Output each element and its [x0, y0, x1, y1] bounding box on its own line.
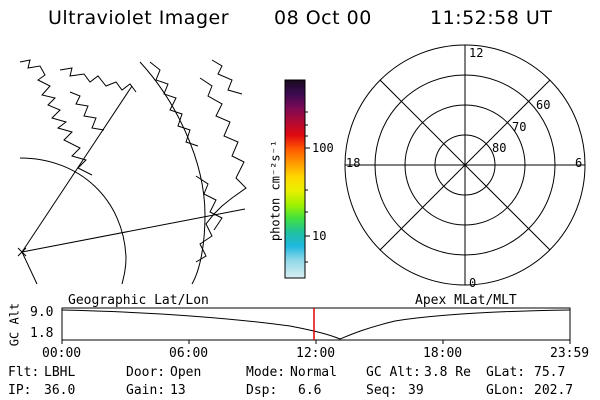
- coastline-east-coast: [211, 59, 243, 95]
- geographic-label: Geographic Lat/Lon: [68, 293, 209, 308]
- colorbar-gradient: [284, 79, 306, 279]
- timeline-ytick-bottom: 1.8: [30, 326, 54, 341]
- status-gain-value: 13: [170, 383, 186, 398]
- status-mode-value: Normal: [290, 365, 337, 380]
- status-glon-key: GLon:: [486, 383, 526, 398]
- colorbar-tick-10: 10: [312, 229, 327, 243]
- status-glat-value: 75.7: [534, 365, 566, 380]
- altitude-curve: [61, 309, 571, 340]
- earth-limb: [139, 61, 206, 285]
- mlat-label-80: 80: [492, 141, 507, 155]
- timeline-xtick-0600: 06:00: [169, 346, 209, 361]
- coastline-east: [195, 77, 247, 263]
- status-glat-key: GLat:: [486, 365, 526, 380]
- status-dsp-value: 6.6: [298, 383, 322, 398]
- mlt-label-18: 18: [346, 156, 361, 170]
- status-door-value: Open: [170, 365, 202, 380]
- status-glon-value: 202.7: [534, 383, 574, 398]
- status-seq-key: Seq:: [366, 383, 398, 398]
- status-mode-key: Mode:: [246, 365, 286, 380]
- image-date: 08 Oct 00: [274, 7, 372, 29]
- coastline-nw: [19, 59, 93, 176]
- status-gcalt-key: GC Alt:: [366, 365, 421, 380]
- meridian-3: [21, 251, 38, 285]
- mlt-label-12: 12: [469, 46, 484, 60]
- status-gain-key: Gain:: [126, 383, 166, 398]
- status-dsp-key: Dsp:: [246, 383, 278, 398]
- colorbar-tick-100: 100: [312, 141, 334, 155]
- status-gcalt-value: 3.8 Re: [424, 365, 471, 380]
- timeline-xtick-1800: 18:00: [423, 346, 463, 361]
- mlat-label-60: 60: [536, 98, 551, 112]
- status-ip-key: IP:: [8, 383, 32, 398]
- instrument-title: Ultraviolet Imager: [48, 7, 230, 29]
- status-flt-value: LBHL: [44, 365, 76, 380]
- timeline-xtick-2359: 23:59: [550, 346, 590, 361]
- mlt-label-0: 0: [469, 276, 477, 290]
- image-time: 11:52:58 UT: [430, 7, 553, 29]
- meridian-1: [21, 85, 133, 253]
- status-flt-key: Flt:: [8, 365, 40, 380]
- mlat-label-70: 70: [512, 120, 527, 134]
- meridian-2: [21, 208, 246, 253]
- coastline-inner: [69, 91, 105, 131]
- pole-marker: [17, 247, 27, 257]
- timeline-xtick-0000: 00:00: [42, 346, 82, 361]
- timeline-xtick-1200: 12:00: [296, 346, 336, 361]
- coastline-southeast: [195, 175, 223, 231]
- mlt-label-6: 6: [575, 156, 583, 170]
- status-seq-value: 39: [408, 383, 424, 398]
- coastline-north: [59, 67, 137, 93]
- polar-diagonal-2: [379, 79, 551, 251]
- timeline-ticks: [61, 340, 571, 344]
- status-door-key: Door:: [126, 365, 166, 380]
- apex-label: Apex MLat/MLT: [415, 293, 517, 308]
- status-ip-value: 36.0: [44, 383, 76, 398]
- timeline-ytick-top: 9.0: [30, 305, 54, 320]
- geographic-pole-circle: [19, 157, 127, 285]
- coastline-north-island: [149, 61, 199, 147]
